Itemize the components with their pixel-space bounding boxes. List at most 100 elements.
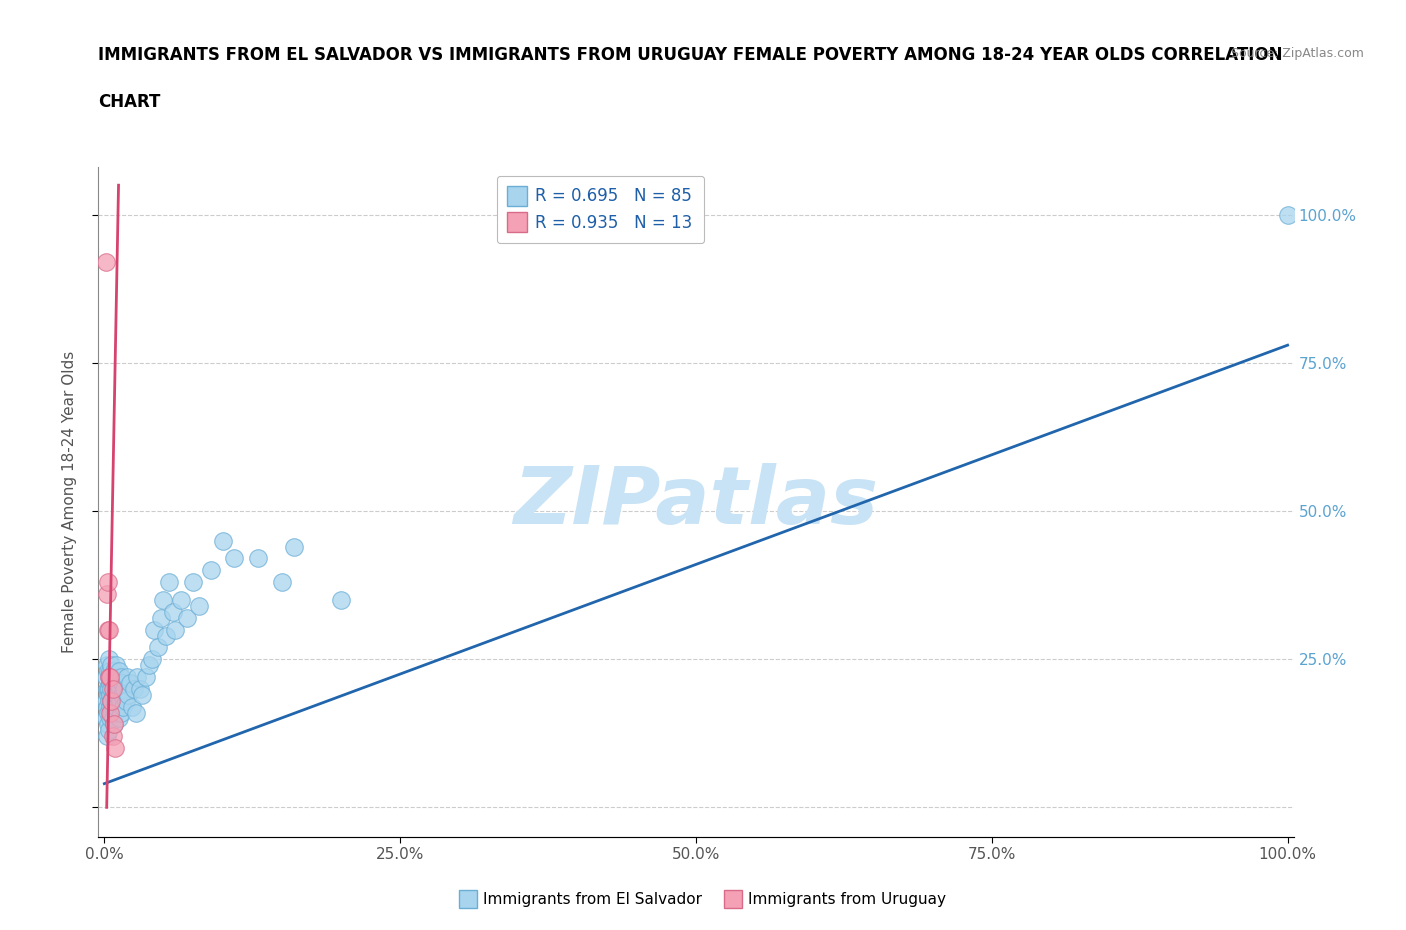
Point bbox=[224, 551, 246, 566]
Point bbox=[98, 693, 121, 708]
Point bbox=[165, 622, 187, 637]
Point bbox=[96, 682, 118, 697]
Point bbox=[122, 682, 145, 697]
Point bbox=[176, 610, 198, 625]
Point bbox=[98, 705, 121, 720]
Point bbox=[98, 670, 121, 684]
Point bbox=[97, 687, 120, 702]
Point bbox=[98, 699, 121, 714]
Point bbox=[131, 687, 153, 702]
Point bbox=[96, 658, 118, 672]
Point bbox=[100, 682, 122, 697]
Point bbox=[100, 693, 122, 708]
Point bbox=[170, 592, 193, 607]
Point bbox=[94, 255, 117, 270]
Point bbox=[104, 670, 127, 684]
Point bbox=[94, 693, 117, 708]
Point bbox=[181, 575, 204, 590]
Point bbox=[143, 622, 166, 637]
Y-axis label: Female Poverty Among 18-24 Year Olds: Female Poverty Among 18-24 Year Olds bbox=[62, 352, 77, 654]
Point bbox=[104, 705, 127, 720]
Point bbox=[105, 675, 128, 690]
Point bbox=[114, 693, 136, 708]
Point bbox=[96, 729, 118, 744]
Point bbox=[100, 705, 122, 720]
Point bbox=[97, 705, 120, 720]
Point bbox=[111, 675, 134, 690]
Point bbox=[135, 670, 157, 684]
Text: CHART: CHART bbox=[98, 93, 160, 111]
Point bbox=[97, 682, 120, 697]
Point bbox=[96, 699, 118, 714]
Point bbox=[98, 723, 121, 737]
Point bbox=[110, 705, 132, 720]
Point bbox=[150, 610, 173, 625]
Point bbox=[155, 628, 177, 643]
Text: IMMIGRANTS FROM EL SALVADOR VS IMMIGRANTS FROM URUGUAY FEMALE POVERTY AMONG 18-2: IMMIGRANTS FROM EL SALVADOR VS IMMIGRANT… bbox=[98, 46, 1282, 64]
Point bbox=[105, 699, 128, 714]
Point bbox=[98, 670, 121, 684]
Point bbox=[101, 711, 124, 726]
Point bbox=[127, 670, 149, 684]
Point bbox=[188, 599, 211, 614]
Point bbox=[101, 729, 124, 744]
Point bbox=[104, 693, 127, 708]
Point bbox=[138, 658, 160, 672]
Point bbox=[157, 575, 180, 590]
Point bbox=[107, 664, 129, 679]
Point bbox=[97, 664, 120, 679]
Legend: Immigrants from El Salvador, Immigrants from Uruguay: Immigrants from El Salvador, Immigrants … bbox=[454, 886, 952, 913]
Point bbox=[101, 675, 124, 690]
Point bbox=[105, 658, 128, 672]
Point bbox=[100, 658, 122, 672]
Point bbox=[97, 622, 120, 637]
Point bbox=[98, 652, 121, 667]
Point bbox=[107, 711, 129, 726]
Point bbox=[211, 533, 233, 548]
Point bbox=[94, 670, 117, 684]
Point bbox=[247, 551, 270, 566]
Point bbox=[283, 539, 305, 554]
Point bbox=[103, 682, 125, 697]
Point bbox=[128, 682, 150, 697]
Point bbox=[105, 682, 128, 697]
Point bbox=[120, 675, 142, 690]
Point bbox=[330, 592, 353, 607]
Point bbox=[117, 687, 139, 702]
Text: Source: ZipAtlas.com: Source: ZipAtlas.com bbox=[1230, 46, 1364, 60]
Point bbox=[146, 640, 169, 655]
Point bbox=[100, 693, 122, 708]
Point bbox=[101, 687, 124, 702]
Text: ZIPatlas: ZIPatlas bbox=[513, 463, 879, 541]
Point bbox=[98, 682, 121, 697]
Point bbox=[98, 687, 121, 702]
Point bbox=[103, 699, 125, 714]
Point bbox=[1277, 207, 1299, 222]
Point bbox=[270, 575, 292, 590]
Point bbox=[125, 705, 148, 720]
Point bbox=[115, 670, 138, 684]
Point bbox=[108, 693, 131, 708]
Point bbox=[98, 670, 121, 684]
Point bbox=[98, 664, 121, 679]
Point bbox=[98, 711, 121, 726]
Point bbox=[110, 670, 132, 684]
Point bbox=[104, 740, 127, 755]
Point bbox=[98, 622, 121, 637]
Point bbox=[200, 563, 222, 578]
Point bbox=[111, 687, 134, 702]
Point bbox=[94, 711, 117, 726]
Point bbox=[112, 699, 135, 714]
Point bbox=[103, 664, 125, 679]
Point bbox=[97, 717, 120, 732]
Point bbox=[103, 717, 125, 732]
Point bbox=[141, 652, 163, 667]
Point bbox=[98, 675, 121, 690]
Point bbox=[114, 682, 136, 697]
Point bbox=[101, 682, 124, 697]
Point bbox=[101, 670, 124, 684]
Point bbox=[96, 587, 118, 602]
Point bbox=[152, 592, 174, 607]
Point bbox=[97, 575, 120, 590]
Point bbox=[108, 682, 131, 697]
